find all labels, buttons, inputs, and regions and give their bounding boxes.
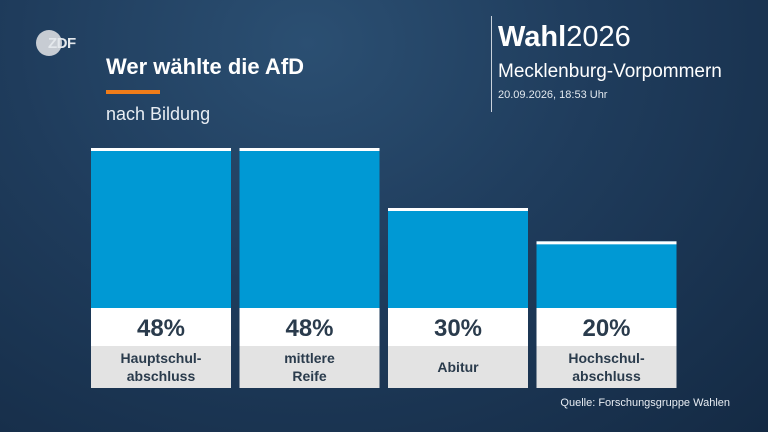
value-box (239, 308, 380, 346)
bar-top-line (91, 148, 231, 151)
category-label: Abitur (437, 359, 479, 375)
category-box (239, 346, 380, 388)
region-name: Mecklenburg-Vorpommern (498, 61, 722, 82)
zdf-logo-text: ZDF (48, 35, 76, 52)
source-note: Quelle: Forschungsgruppe Wahlen (560, 397, 730, 409)
bar-top-line (536, 241, 677, 245)
brand-year: 2026 (566, 21, 631, 53)
bar (239, 148, 380, 308)
category-box (91, 346, 231, 388)
bar-top-line (239, 148, 380, 151)
bar-value-label: 20% (582, 315, 630, 342)
brand-wahl: Wahl (498, 21, 567, 53)
category-label: Hochschul- (568, 350, 645, 366)
bar-value-label: 30% (434, 315, 482, 342)
chart-subtitle: nach Bildung (106, 104, 211, 124)
election-brand: Wahl2026 (498, 20, 631, 54)
category-box (388, 346, 528, 388)
value-box (91, 308, 231, 346)
bar-top-line (388, 208, 528, 211)
category-label: Reife (292, 368, 326, 384)
bar (388, 208, 528, 308)
category-label: mittlere (284, 350, 335, 366)
zdf-logo (36, 30, 62, 56)
value-box (388, 308, 528, 346)
bar (91, 148, 231, 308)
header-divider (491, 16, 492, 112)
timestamp: 20.09.2026, 18:53 Uhr (498, 89, 608, 101)
bar (536, 241, 677, 308)
chart-title: Wer wählte die AfD (106, 54, 305, 79)
category-label: abschluss (572, 368, 641, 384)
category-label: Hauptschul- (121, 350, 202, 366)
bar-value-label: 48% (137, 315, 185, 342)
title-accent-line (106, 90, 160, 94)
bar-value-label: 48% (285, 315, 333, 342)
value-box (536, 308, 677, 346)
category-box (536, 346, 677, 388)
category-label: abschluss (127, 368, 196, 384)
